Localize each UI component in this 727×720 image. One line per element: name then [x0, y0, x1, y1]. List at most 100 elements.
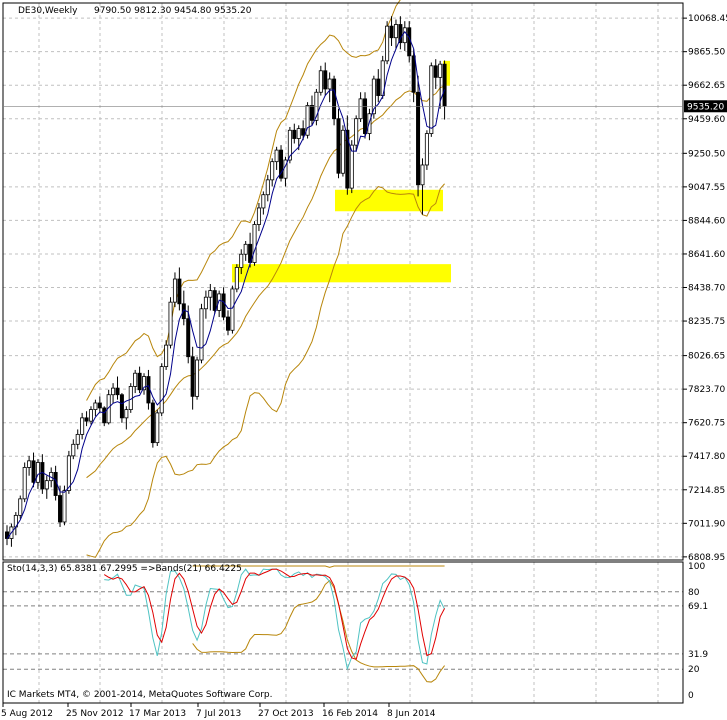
stoch-band-lower	[192, 579, 445, 683]
price-panel-frame	[2, 2, 684, 561]
candle-bull	[287, 129, 292, 161]
time-tick-label: 17 Mar 2013	[129, 709, 186, 719]
candle-bear	[336, 118, 341, 174]
band-middle	[86, 85, 445, 479]
candle-bear	[292, 129, 297, 139]
candle-bull	[424, 133, 429, 166]
time-tick-label: 8 Jun 2014	[387, 709, 436, 719]
candle-bull	[164, 344, 169, 368]
stoch-band-upper	[192, 565, 445, 568]
candle-bear	[363, 98, 368, 134]
candle-bull	[270, 161, 275, 181]
candle-bear	[97, 402, 102, 409]
band-lower	[86, 183, 445, 558]
candle-bull	[420, 164, 425, 186]
candle-bear	[225, 316, 230, 331]
band-upper	[86, 0, 401, 401]
candle-bear	[398, 24, 403, 44]
candle-bear	[137, 372, 142, 391]
candle-bear	[177, 278, 182, 305]
price-tick-label: 6808.95	[688, 553, 725, 563]
support-zone-upper	[335, 189, 443, 212]
candle-bull	[208, 290, 213, 298]
candle-bull	[18, 498, 23, 516]
candle-bull	[230, 288, 235, 331]
candle-bear	[84, 417, 89, 422]
candle-bear	[345, 129, 350, 189]
price-tick-label: 9662.65	[688, 81, 725, 91]
candle-bear	[102, 407, 107, 424]
candle-bear	[407, 27, 412, 57]
candle-bear	[323, 70, 328, 90]
candle-bull	[203, 296, 208, 310]
candle-bear	[119, 394, 124, 419]
candle-bull	[159, 366, 164, 414]
price-tick-label: 7823.70	[688, 385, 725, 395]
candle-bull	[438, 63, 443, 78]
candle-bear	[332, 78, 337, 120]
candle-bear	[31, 460, 36, 483]
price-tick-label: 7011.90	[688, 519, 725, 529]
candle-bull	[199, 308, 204, 361]
candle-bull	[296, 128, 301, 139]
candle-bull	[340, 129, 345, 174]
candle-bull	[305, 105, 310, 136]
stochastic-panel-frame	[2, 561, 684, 704]
candle-bear	[416, 91, 421, 186]
candle-bull	[71, 443, 76, 457]
stoch-level-label: 80	[688, 588, 700, 598]
candle-bull	[133, 372, 138, 387]
candle-bear	[411, 55, 416, 93]
price-tick-label: 7620.75	[688, 419, 725, 429]
chart-symbol: DE30,Weekly	[18, 6, 78, 16]
candle-bear	[279, 149, 284, 179]
grid	[3, 3, 683, 703]
stoch-level-label: 20	[688, 665, 700, 675]
candle-bull	[354, 118, 359, 146]
candle-bull	[393, 24, 398, 39]
candle-bull	[402, 27, 407, 44]
candle-bear	[212, 290, 217, 311]
candle-bear	[221, 293, 226, 318]
current-price-box	[684, 100, 727, 113]
candle-bull	[274, 149, 279, 163]
stochastic-panel	[3, 565, 683, 683]
candle-bear	[150, 402, 155, 444]
stoch-level-label: 31.9	[688, 650, 708, 660]
candle-bear	[58, 495, 63, 523]
candle-bear	[40, 462, 45, 490]
stochastic-title: Sto(14,3,3) 65.8381 67.2995 =>Bands(21) …	[7, 564, 242, 574]
price-tick-label: 8235.75	[688, 317, 725, 327]
candle-bear	[115, 387, 120, 396]
candle-bull	[62, 490, 67, 523]
candle-bull	[66, 455, 71, 491]
moving-average	[6, 30, 446, 539]
candlesticks	[5, 16, 447, 547]
chart-ohlc: 9790.50 9812.30 9454.80 9535.20	[94, 6, 252, 16]
candle-bull	[44, 480, 49, 490]
candle-bull	[75, 433, 80, 445]
candle-bull	[168, 301, 173, 346]
candle-bull	[27, 460, 32, 468]
candle-bull	[385, 25, 390, 62]
candle-bull	[155, 412, 160, 444]
ma-line	[6, 30, 446, 539]
candle-bull	[124, 409, 129, 419]
stoch-level-label: 0	[688, 691, 694, 701]
candle-bear	[190, 356, 195, 397]
stoch-signal-line	[103, 568, 446, 660]
candle-bear	[433, 65, 438, 78]
time-tick-label: 7 Jul 2013	[196, 709, 241, 719]
candle-bull	[35, 462, 40, 483]
candle-bull	[261, 194, 266, 209]
candle-bull	[265, 179, 270, 196]
price-tick-label: 8026.65	[688, 352, 725, 362]
candle-bull	[318, 70, 323, 93]
price-tick-label: 9865.50	[688, 48, 725, 58]
price-tick-label: 9047.55	[688, 183, 725, 193]
candle-bull	[111, 387, 116, 396]
stoch-level-label: 69.1	[688, 602, 708, 612]
price-tick-label: 7417.80	[688, 452, 725, 462]
copyright-footer: IC Markets MT4, © 2001-2014, MetaQuotes …	[7, 690, 273, 700]
